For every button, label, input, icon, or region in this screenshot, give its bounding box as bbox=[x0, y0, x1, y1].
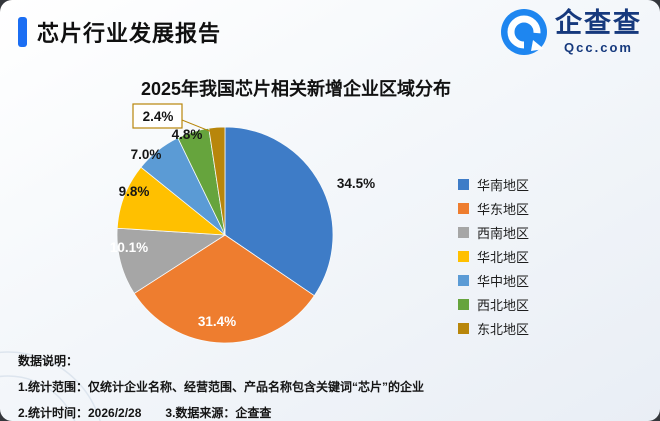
legend-label: 华北地区 bbox=[477, 249, 530, 265]
legend-swatch bbox=[458, 298, 469, 310]
decorative-arc bbox=[0, 351, 101, 421]
legend-swatch bbox=[458, 274, 469, 286]
legend-item-4: 华中地区 bbox=[458, 268, 529, 292]
legend-item-5: 西北地区 bbox=[458, 292, 529, 316]
pie-slice-1 bbox=[133, 234, 315, 344]
legend-label: 东北地区 bbox=[477, 321, 530, 337]
chart-legend: 华南地区华东地区西南地区华北地区华中地区西北地区东北地区 bbox=[458, 172, 529, 340]
qcc-logo: 企查查 Qcc.com bbox=[500, 8, 642, 56]
notes-scope: 1.统计范围：仅统计企业名称、经营范围、产品名称包含关键词“芯片”的企业 bbox=[18, 380, 425, 394]
qcc-logo-text: 企查查 Qcc.com bbox=[555, 8, 642, 55]
legend-item-3: 华北地区 bbox=[458, 244, 529, 268]
report-header: 芯片行业发展报告 bbox=[18, 16, 221, 48]
legend-swatch bbox=[458, 322, 469, 334]
legend-swatch bbox=[458, 202, 469, 214]
pie-slice-0 bbox=[224, 126, 334, 297]
legend-swatch bbox=[458, 226, 469, 238]
notes-source: 3.数据来源：企查查 bbox=[165, 406, 272, 420]
pie-value-label-4: 7.0% bbox=[131, 147, 162, 162]
notes-row: 2.统计时间：2026/2/28 3.数据来源：企查查 bbox=[18, 404, 424, 421]
pie-value-label-1: 31.4% bbox=[198, 314, 236, 329]
pie-value-label-6: 2.4% bbox=[143, 109, 174, 124]
chart-title: 2025年我国芯片相关新增企业区域分布 bbox=[140, 79, 452, 99]
legend-label: 西南地区 bbox=[477, 225, 530, 241]
qcc-logo-domain: Qcc.com bbox=[564, 40, 633, 56]
title-accent-bar bbox=[18, 17, 27, 47]
decorative-arc bbox=[0, 375, 76, 421]
notes-date: 2.统计时间：2026/2/28 bbox=[18, 406, 142, 420]
legend-swatch bbox=[458, 178, 469, 190]
qcc-logo-name: 企查查 bbox=[555, 8, 642, 38]
legend-item-6: 东北地区 bbox=[458, 316, 529, 340]
legend-item-1: 华东地区 bbox=[458, 196, 529, 220]
qcc-logo-icon bbox=[501, 9, 547, 55]
pie-value-label-3: 9.8% bbox=[119, 184, 150, 199]
legend-swatch bbox=[458, 250, 469, 262]
notes-heading: 数据说明： bbox=[18, 354, 79, 368]
pie-value-label-2: 10.1% bbox=[110, 240, 148, 255]
legend-label: 华南地区 bbox=[477, 177, 530, 193]
data-notes: 数据说明： 1.统计范围：仅统计企业名称、经营范围、产品名称包含关键词“芯片”的… bbox=[18, 352, 424, 421]
legend-label: 华东地区 bbox=[477, 201, 530, 217]
callout-leader-line bbox=[181, 119, 213, 133]
pie-value-label-5: 4.8% bbox=[172, 127, 203, 142]
pie-value-label-0: 34.5% bbox=[337, 176, 375, 191]
legend-label: 华中地区 bbox=[477, 273, 530, 289]
report-title: 芯片行业发展报告 bbox=[37, 21, 222, 46]
pie-slice-6 bbox=[208, 126, 226, 236]
callout-box bbox=[132, 103, 183, 129]
legend-item-2: 西南地区 bbox=[458, 220, 529, 244]
legend-label: 西北地区 bbox=[477, 297, 530, 313]
legend-item-0: 华南地区 bbox=[458, 172, 529, 196]
